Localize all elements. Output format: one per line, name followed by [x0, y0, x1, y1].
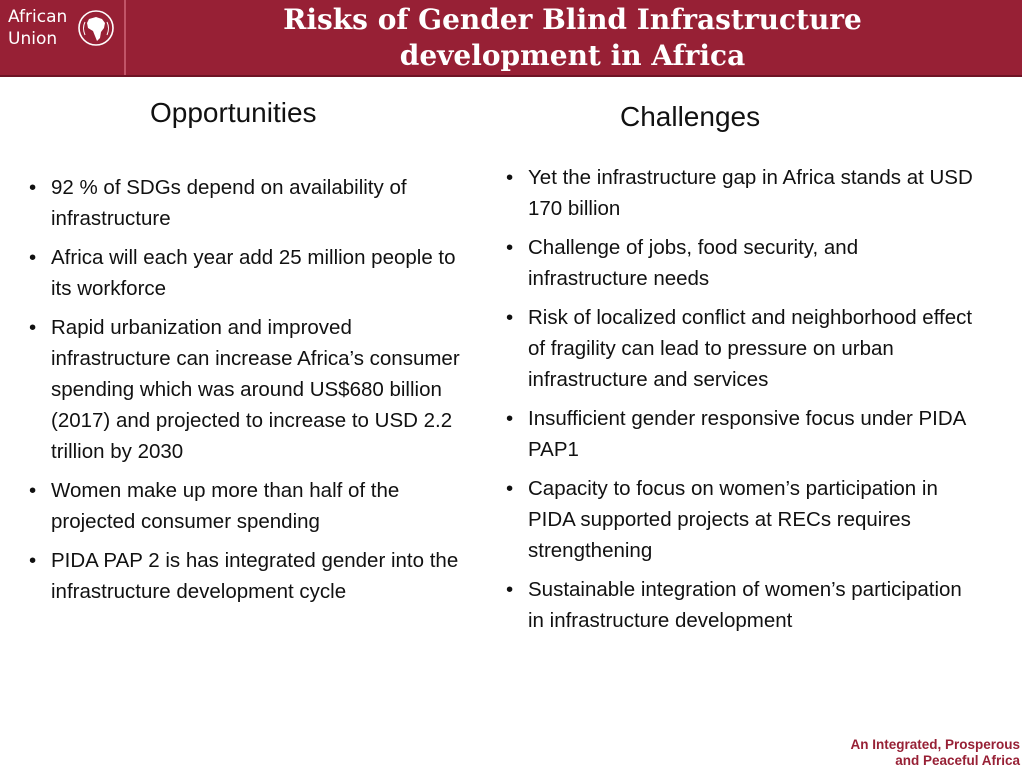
challenges-heading: Challenges: [620, 101, 761, 132]
list-item: Africa will each year add 25 million peo…: [26, 242, 476, 304]
page-title: Risks of Gender Blind Infrastructure dev…: [135, 2, 1010, 74]
list-item: Rapid urbanization and improved infrastr…: [26, 312, 476, 467]
logo-text: African Union: [8, 6, 67, 50]
list-item: Sustainable integration of women’s parti…: [503, 574, 973, 636]
footer-slogan: An Integrated, Prosperous and Peaceful A…: [850, 737, 1020, 769]
list-item: 92 % of SDGs depend on availability of i…: [26, 172, 476, 234]
challenges-list: Yet the infrastructure gap in Africa sta…: [503, 162, 973, 644]
list-item: Challenge of jobs, food security, and in…: [503, 232, 973, 294]
slogan-line-1: An Integrated, Prosperous: [850, 737, 1020, 752]
list-item: Insufficient gender responsive focus und…: [503, 403, 973, 465]
logo-line-2: Union: [8, 29, 58, 49]
list-item: PIDA PAP 2 is has integrated gender into…: [26, 545, 476, 607]
opportunities-list: 92 % of SDGs depend on availability of i…: [26, 172, 476, 615]
opportunities-heading: Opportunities: [150, 97, 317, 128]
slide-header: African Union Risks of Gender Blind Infr…: [0, 0, 1022, 77]
list-item: Capacity to focus on women’s participati…: [503, 473, 973, 566]
list-item: Yet the infrastructure gap in Africa sta…: [503, 162, 973, 224]
african-union-logo: African Union: [0, 0, 126, 75]
title-line-2: development in Africa: [399, 39, 746, 72]
slogan-line-2: and Peaceful Africa: [895, 753, 1020, 768]
africa-emblem-icon: [78, 10, 114, 46]
title-line-1: Risks of Gender Blind Infrastructure: [283, 3, 862, 36]
list-item: Women make up more than half of the proj…: [26, 475, 476, 537]
list-item: Risk of localized conflict and neighborh…: [503, 302, 973, 395]
logo-line-1: African: [8, 7, 68, 27]
